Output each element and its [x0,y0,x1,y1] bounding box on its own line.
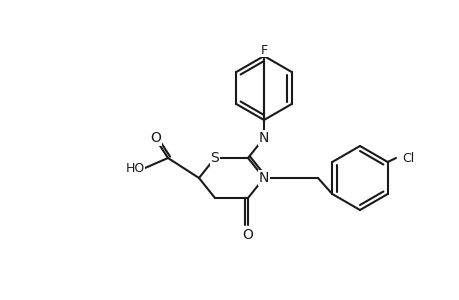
Text: N: N [258,171,269,185]
Text: S: S [210,151,219,165]
Text: O: O [242,228,253,242]
Text: N: N [258,131,269,145]
Text: HO: HO [125,161,144,175]
Text: O: O [150,131,161,145]
Text: F: F [260,44,267,56]
Text: Cl: Cl [401,152,413,164]
